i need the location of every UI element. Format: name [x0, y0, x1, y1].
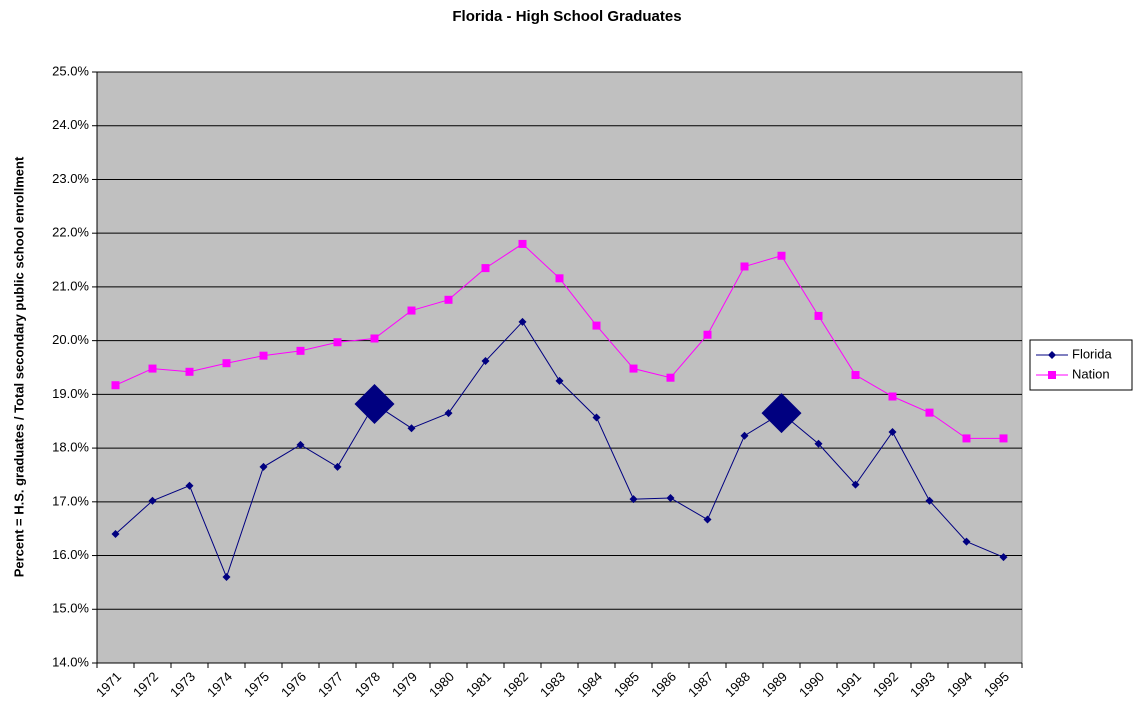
data-point [185, 481, 194, 490]
x-tick-label: 1976 [278, 669, 309, 700]
data-point [666, 494, 675, 503]
x-tick-label: 1981 [463, 669, 494, 700]
data-point [148, 496, 157, 505]
x-tick-label: 1980 [426, 669, 457, 700]
y-tick-label: 22.0% [52, 225, 89, 240]
data-point [740, 262, 749, 271]
legend [1029, 339, 1133, 391]
y-tick-label: 15.0% [52, 601, 89, 616]
data-point [354, 384, 395, 425]
data-point [962, 434, 971, 443]
data-point [999, 553, 1008, 562]
data-point [666, 373, 675, 382]
data-point [814, 311, 823, 320]
legend-marker [1048, 371, 1056, 379]
data-point [407, 306, 416, 315]
data-point [555, 376, 564, 385]
data-point [629, 495, 638, 504]
data-point [851, 371, 860, 380]
x-tick-label: 1975 [241, 669, 272, 700]
x-tick-label: 1987 [685, 669, 716, 700]
y-tick-label: 25.0% [52, 63, 89, 78]
y-tick-label: 20.0% [52, 332, 89, 347]
x-tick-label: 1979 [389, 669, 420, 700]
plot-area [96, 71, 1023, 664]
data-point [111, 381, 120, 390]
data-point [761, 393, 802, 434]
data-point [703, 330, 712, 339]
data-point [148, 364, 157, 373]
data-point [703, 515, 712, 524]
legend-label: Nation [1072, 366, 1110, 381]
data-point [222, 359, 231, 368]
x-tick-label: 1990 [796, 669, 827, 700]
data-point [925, 408, 934, 417]
data-point [555, 274, 564, 283]
x-tick-label: 1974 [204, 669, 235, 700]
data-point [444, 295, 453, 304]
x-tick-label: 1973 [167, 669, 198, 700]
x-tick-label: 1978 [352, 669, 383, 700]
x-tick-label: 1985 [611, 669, 642, 700]
data-point [740, 431, 749, 440]
data-point [111, 530, 120, 539]
x-tick-label: 1988 [722, 669, 753, 700]
data-point [296, 346, 305, 355]
y-axis-title: Percent = H.S. graduates / Total seconda… [11, 156, 26, 577]
legend-marker [1048, 351, 1056, 359]
data-point [370, 334, 379, 343]
x-tick-label: 1971 [93, 669, 124, 700]
data-point [481, 357, 490, 366]
legend-label: Florida [1072, 346, 1113, 361]
data-point [259, 462, 268, 471]
x-tick-label: 1982 [500, 669, 531, 700]
data-point [999, 434, 1008, 443]
x-tick-label: 1994 [944, 669, 975, 700]
data-point [407, 424, 416, 433]
x-tick-label: 1991 [833, 669, 864, 700]
x-tick-label: 1972 [130, 669, 161, 700]
y-tick-label: 24.0% [52, 117, 89, 132]
x-tick-label: 1977 [315, 669, 346, 700]
data-point [592, 321, 601, 330]
data-point [518, 317, 527, 326]
data-point [851, 480, 860, 489]
y-tick-label: 21.0% [52, 278, 89, 293]
y-tick-label: 14.0% [52, 654, 89, 669]
data-point [481, 264, 490, 273]
x-tick-label: 1986 [648, 669, 679, 700]
data-point [333, 338, 342, 347]
x-tick-label: 1993 [907, 669, 938, 700]
y-tick-label: 19.0% [52, 386, 89, 401]
y-tick-label: 16.0% [52, 547, 89, 562]
data-point [518, 239, 527, 248]
x-tick-label: 1983 [537, 669, 568, 700]
y-tick-label: 23.0% [52, 171, 89, 186]
data-point [888, 392, 897, 401]
data-point [185, 367, 194, 376]
data-point [444, 409, 453, 418]
data-point [814, 439, 823, 448]
data-point [296, 440, 305, 449]
x-tick-label: 1989 [759, 669, 790, 700]
chart-title: Florida - High School Graduates [452, 8, 681, 25]
x-tick-label: 1995 [981, 669, 1012, 700]
data-point [888, 427, 897, 436]
y-tick-label: 18.0% [52, 440, 89, 455]
data-point [333, 462, 342, 471]
x-tick-label: 1992 [870, 669, 901, 700]
y-tick-label: 17.0% [52, 493, 89, 508]
x-tick-label: 1984 [574, 669, 605, 700]
data-point [777, 251, 786, 260]
data-point [592, 413, 601, 422]
data-point [222, 573, 231, 582]
data-point [962, 537, 971, 546]
data-point [259, 351, 268, 360]
data-point [629, 364, 638, 373]
data-point [925, 496, 934, 505]
